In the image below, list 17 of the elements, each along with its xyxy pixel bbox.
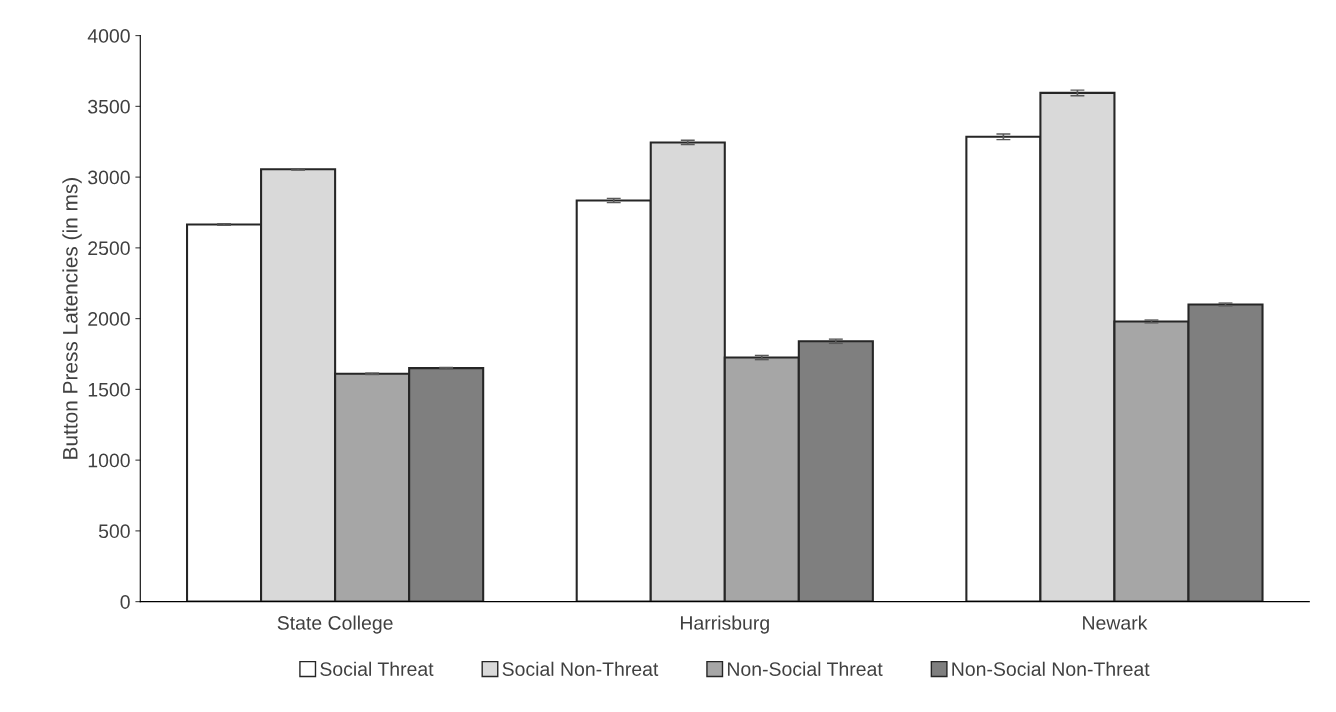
x-tick-label: Newark	[1083, 615, 1148, 630]
x-tick-label: State College	[277, 615, 393, 634]
y-axis-title: Button Press Latencies (in ms)	[62, 178, 82, 459]
y-tick-label: 4000	[87, 29, 130, 43]
y-tick-label: 3500	[88, 99, 130, 114]
y-tick-label: 500	[98, 524, 130, 539]
legend-label: Social Threat	[320, 661, 434, 676]
y-tick-label: 2000	[88, 312, 130, 326]
y-tick-label: 1000	[88, 453, 130, 468]
legend-label: Non-Social Non-Threat	[952, 661, 1150, 676]
legend-label: Non-Social Threat	[727, 661, 883, 676]
legend-label: Social Non-Threat	[502, 661, 659, 676]
y-tick-label: 1500	[88, 382, 130, 397]
x-tick-label: Harrisburg	[681, 615, 769, 634]
y-tick-label: 3000	[88, 170, 130, 185]
y-tick-label: 2500	[88, 241, 130, 256]
y-tick-label: 0	[120, 595, 130, 609]
